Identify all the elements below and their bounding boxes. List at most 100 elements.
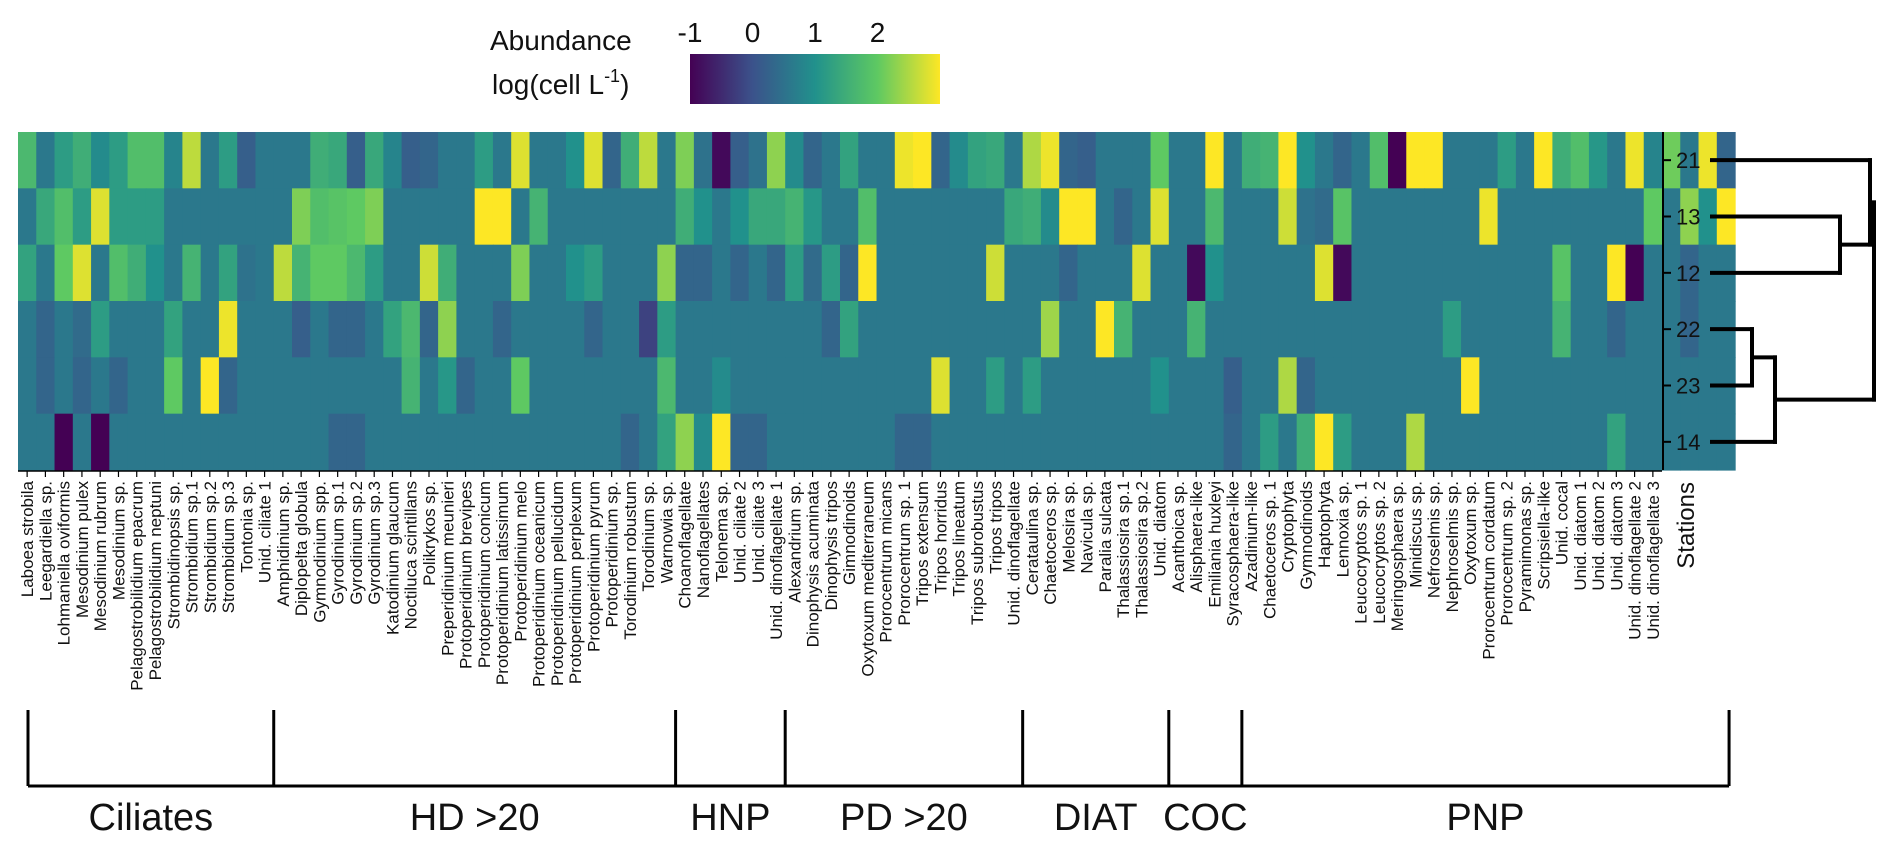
colorbar-tick-label: -1 xyxy=(678,17,703,48)
heatmap-cell xyxy=(584,188,604,246)
heatmap-cell xyxy=(1296,301,1316,358)
heatmap-cell xyxy=(639,357,658,415)
heatmap-cell xyxy=(1187,413,1206,471)
heatmap-cell xyxy=(949,188,969,246)
heatmap-cell xyxy=(876,132,896,189)
heatmap-cell xyxy=(821,188,841,246)
heatmap-cell xyxy=(602,357,622,415)
heatmap-cell xyxy=(858,244,878,302)
heatmap-cell xyxy=(474,301,494,358)
heatmap-cell xyxy=(1077,301,1097,358)
heatmap-cell xyxy=(1223,132,1243,189)
heatmap-cell xyxy=(1205,188,1225,246)
heatmap-cell xyxy=(127,244,147,302)
heatmap-cell xyxy=(566,188,585,246)
heatmap-cell xyxy=(1534,301,1553,358)
stations-axis-label: Stations xyxy=(1673,482,1700,569)
heatmap-cell xyxy=(1662,413,1681,471)
heatmap-cell xyxy=(1369,132,1389,189)
species-label: Unid. diatom xyxy=(1151,481,1170,576)
species-label: Telonema sp. xyxy=(712,481,731,582)
heatmap-cell xyxy=(675,301,695,358)
heatmap-cell xyxy=(1114,357,1133,415)
heatmap-cell xyxy=(785,188,805,246)
heatmap-cell xyxy=(1680,244,1700,302)
heatmap-cell xyxy=(218,413,238,471)
heatmap-cell xyxy=(1278,132,1298,189)
heatmap-cell xyxy=(766,357,786,415)
heatmap-cell xyxy=(1095,132,1115,189)
heatmap-cell xyxy=(1077,413,1097,471)
heatmap-cell xyxy=(273,244,293,302)
heatmap-cell xyxy=(1461,244,1480,302)
heatmap-cell xyxy=(1570,357,1590,415)
heatmap-cell xyxy=(1296,357,1316,415)
heatmap-cell xyxy=(639,244,658,302)
heatmap-cell xyxy=(145,188,165,246)
heatmap-cell xyxy=(876,357,896,415)
heatmap-cell xyxy=(620,188,640,246)
heatmap-cell xyxy=(766,413,786,471)
species-label: Leucocryptos sp. 1 xyxy=(1352,481,1371,624)
heatmap-cell xyxy=(1022,188,1042,246)
heatmap-cell xyxy=(1515,413,1535,471)
heatmap-cell xyxy=(127,357,147,415)
heatmap-cell xyxy=(913,301,932,358)
heatmap-cell xyxy=(492,357,512,415)
heatmap-cell xyxy=(1278,188,1298,246)
heatmap-cell xyxy=(1570,301,1590,358)
species-label: Unid. ciliate 2 xyxy=(731,481,750,583)
heatmap-cell xyxy=(1388,301,1407,358)
heatmap-cell xyxy=(1534,132,1553,189)
heatmap-cell xyxy=(310,132,330,189)
heatmap-cell xyxy=(1077,132,1097,189)
heatmap-cell xyxy=(1552,301,1572,358)
heatmap-cell xyxy=(346,132,366,189)
heatmap-cell xyxy=(1168,132,1188,189)
heatmap-cell xyxy=(1004,357,1024,415)
heatmap-cell xyxy=(310,357,330,415)
species-label: Pelagostrobilidium neptuni xyxy=(146,481,165,680)
species-label: Unid. ciliate 1 xyxy=(256,481,275,583)
group-label: HNP xyxy=(690,797,770,839)
heatmap-cell xyxy=(1607,188,1627,246)
heatmap-cell xyxy=(949,132,969,189)
species-label: Unid. dinoflagellate 1 xyxy=(767,481,786,640)
heatmap-cell xyxy=(1168,244,1188,302)
heatmap-cell xyxy=(1607,132,1627,189)
heatmap-cell xyxy=(72,413,92,471)
heatmap-cell xyxy=(401,413,421,471)
species-label: Leegardiella sp. xyxy=(36,481,55,601)
heatmap-cell xyxy=(766,188,786,246)
heatmap-cell xyxy=(1241,188,1261,246)
heatmap-cell xyxy=(255,244,275,302)
heatmap-cell xyxy=(1497,244,1517,302)
heatmap-cell xyxy=(1625,244,1645,302)
heatmap-cell xyxy=(109,357,129,415)
heatmap-cell xyxy=(1479,357,1499,415)
heatmap-cell xyxy=(986,413,1005,471)
heatmap-cell xyxy=(1442,357,1462,415)
heatmap-cell xyxy=(675,413,695,471)
heatmap-cell xyxy=(931,301,951,358)
heatmap-cell xyxy=(164,132,183,189)
heatmap-cell xyxy=(894,132,914,189)
heatmap-cell xyxy=(1223,301,1243,358)
species-label: Gymnodinium spp. xyxy=(310,481,329,623)
heatmap-cell xyxy=(1424,357,1444,415)
heatmap-cell xyxy=(36,301,56,358)
heatmap-cell xyxy=(200,413,220,471)
heatmap-cell xyxy=(803,301,823,358)
heatmap-cell xyxy=(1114,413,1133,471)
heatmap-cell xyxy=(730,357,750,415)
heatmap-cell xyxy=(511,132,531,189)
heatmap-cell xyxy=(858,357,878,415)
heatmap-cell xyxy=(748,132,768,189)
heatmap-cell xyxy=(383,132,403,189)
heatmap-cell xyxy=(1095,188,1115,246)
heatmap-cell xyxy=(1296,413,1316,471)
species-label: Alisphaera-like xyxy=(1187,481,1206,593)
heatmap-cell xyxy=(1095,244,1115,302)
heatmap-cell xyxy=(766,301,786,358)
heatmap-cell xyxy=(310,244,330,302)
